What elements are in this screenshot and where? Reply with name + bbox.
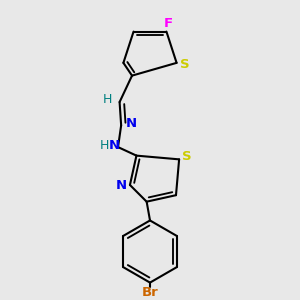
Text: N: N — [116, 179, 127, 192]
Text: N: N — [125, 117, 137, 130]
Text: H: H — [103, 93, 112, 106]
Text: Br: Br — [142, 286, 158, 299]
Text: S: S — [182, 150, 192, 163]
Text: H: H — [99, 139, 109, 152]
Text: N: N — [109, 139, 120, 152]
Text: F: F — [164, 17, 172, 30]
Text: S: S — [180, 58, 189, 71]
